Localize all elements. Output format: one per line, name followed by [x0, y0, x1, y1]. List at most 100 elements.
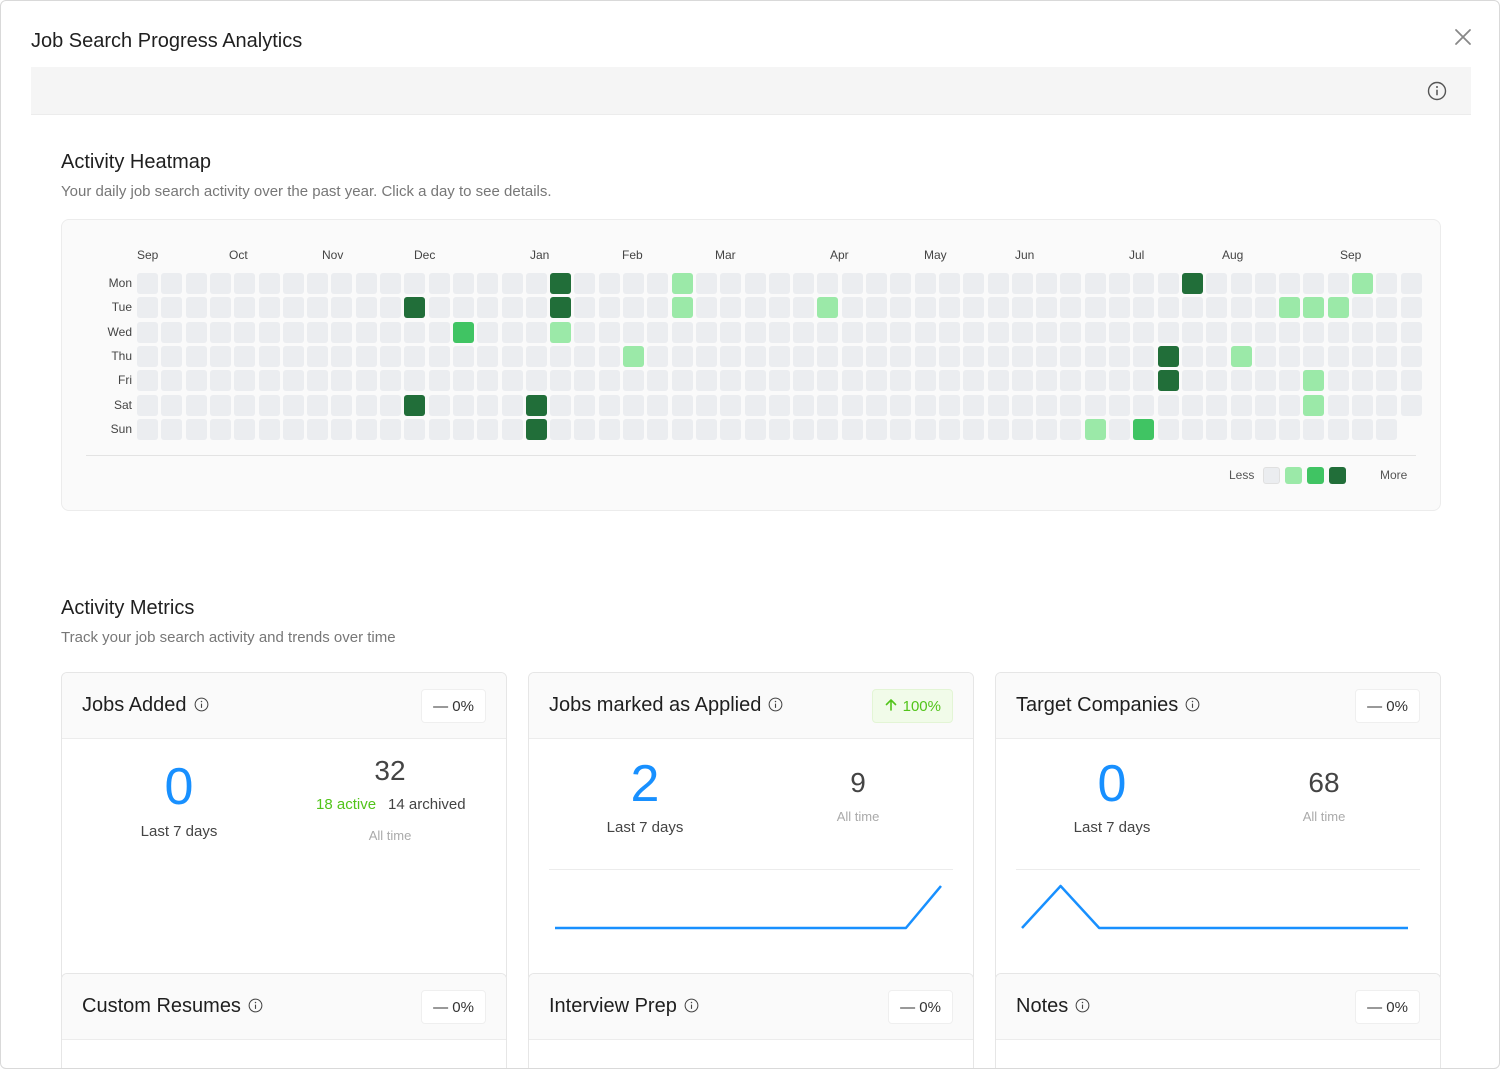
- heatmap-day-cell[interactable]: [550, 418, 572, 440]
- heatmap-day-cell[interactable]: [1327, 418, 1349, 440]
- heatmap-day-cell[interactable]: [720, 345, 742, 367]
- heatmap-day-cell[interactable]: [1279, 394, 1301, 416]
- heatmap-day-cell[interactable]: [768, 370, 790, 392]
- heatmap-day-cell[interactable]: [890, 297, 912, 319]
- heatmap-day-cell[interactable]: [258, 321, 280, 343]
- heatmap-day-cell[interactable]: [1157, 273, 1179, 294]
- heatmap-day-cell[interactable]: [137, 297, 158, 319]
- heatmap-day-cell[interactable]: [1011, 273, 1033, 294]
- heatmap-day-cell[interactable]: [598, 321, 620, 343]
- heatmap-day-cell[interactable]: [890, 345, 912, 367]
- heatmap-day-cell[interactable]: [477, 297, 499, 319]
- heatmap-day-cell[interactable]: [914, 418, 936, 440]
- heatmap-day-cell[interactable]: [1011, 345, 1033, 367]
- heatmap-day-cell[interactable]: [963, 418, 985, 440]
- heatmap-day-cell[interactable]: [841, 297, 863, 319]
- heatmap-day-cell[interactable]: [477, 394, 499, 416]
- heatmap-day-cell[interactable]: [1206, 297, 1228, 319]
- heatmap-day-cell[interactable]: [987, 273, 1009, 294]
- heatmap-day-cell[interactable]: [209, 394, 231, 416]
- heatmap-day-cell[interactable]: [671, 418, 693, 440]
- heatmap-day-cell[interactable]: [380, 345, 401, 367]
- heatmap-day-cell[interactable]: [841, 394, 863, 416]
- heatmap-day-cell[interactable]: [647, 273, 669, 294]
- heatmap-day-cell[interactable]: [1230, 345, 1252, 367]
- heatmap-day-cell[interactable]: [1400, 345, 1422, 367]
- heatmap-day-cell[interactable]: [744, 273, 766, 294]
- heatmap-day-cell[interactable]: [209, 345, 231, 367]
- heatmap-day-cell[interactable]: [1352, 418, 1373, 440]
- heatmap-day-cell[interactable]: [647, 394, 669, 416]
- heatmap-day-cell[interactable]: [1084, 297, 1106, 319]
- heatmap-day-cell[interactable]: [1036, 394, 1058, 416]
- heatmap-day-cell[interactable]: [282, 345, 304, 367]
- heatmap-day-cell[interactable]: [574, 297, 596, 319]
- heatmap-day-cell[interactable]: [866, 418, 887, 440]
- heatmap-day-cell[interactable]: [404, 345, 426, 367]
- heatmap-day-cell[interactable]: [501, 297, 523, 319]
- heatmap-day-cell[interactable]: [404, 418, 426, 440]
- heatmap-day-cell[interactable]: [1084, 345, 1106, 367]
- heatmap-day-cell[interactable]: [938, 321, 960, 343]
- heatmap-day-cell[interactable]: [331, 345, 353, 367]
- heatmap-day-cell[interactable]: [550, 394, 572, 416]
- heatmap-day-cell[interactable]: [1327, 297, 1349, 319]
- heatmap-day-cell[interactable]: [841, 273, 863, 294]
- heatmap-day-cell[interactable]: [1084, 418, 1106, 440]
- heatmap-day-cell[interactable]: [234, 321, 256, 343]
- heatmap-day-cell[interactable]: [1376, 394, 1398, 416]
- heatmap-day-cell[interactable]: [866, 297, 887, 319]
- heatmap-day-cell[interactable]: [161, 321, 183, 343]
- heatmap-day-cell[interactable]: [1181, 297, 1203, 319]
- heatmap-day-cell[interactable]: [963, 273, 985, 294]
- heatmap-day-cell[interactable]: [1011, 297, 1033, 319]
- heatmap-day-cell[interactable]: [720, 321, 742, 343]
- heatmap-day-cell[interactable]: [161, 370, 183, 392]
- heatmap-day-cell[interactable]: [1060, 273, 1082, 294]
- heatmap-day-cell[interactable]: [1133, 394, 1155, 416]
- heatmap-day-cell[interactable]: [793, 345, 815, 367]
- heatmap-day-cell[interactable]: [1157, 321, 1179, 343]
- heatmap-day-cell[interactable]: [258, 297, 280, 319]
- heatmap-day-cell[interactable]: [452, 370, 474, 392]
- heatmap-day-cell[interactable]: [258, 394, 280, 416]
- heatmap-day-cell[interactable]: [501, 273, 523, 294]
- heatmap-day-cell[interactable]: [234, 297, 256, 319]
- heatmap-day-cell[interactable]: [355, 394, 377, 416]
- heatmap-day-cell[interactable]: [1303, 321, 1325, 343]
- heatmap-day-cell[interactable]: [452, 321, 474, 343]
- heatmap-day-cell[interactable]: [1109, 273, 1130, 294]
- heatmap-day-cell[interactable]: [355, 321, 377, 343]
- heatmap-day-cell[interactable]: [598, 273, 620, 294]
- heatmap-day-cell[interactable]: [623, 297, 644, 319]
- heatmap-day-cell[interactable]: [185, 418, 207, 440]
- info-icon[interactable]: [1185, 697, 1200, 712]
- heatmap-day-cell[interactable]: [1060, 321, 1082, 343]
- heatmap-day-cell[interactable]: [623, 345, 644, 367]
- heatmap-day-cell[interactable]: [598, 394, 620, 416]
- heatmap-day-cell[interactable]: [307, 297, 329, 319]
- heatmap-day-cell[interactable]: [1060, 394, 1082, 416]
- heatmap-day-cell[interactable]: [234, 418, 256, 440]
- heatmap-day-cell[interactable]: [817, 345, 839, 367]
- heatmap-day-cell[interactable]: [647, 297, 669, 319]
- heatmap-day-cell[interactable]: [987, 418, 1009, 440]
- heatmap-day-cell[interactable]: [501, 394, 523, 416]
- heatmap-day-cell[interactable]: [1133, 297, 1155, 319]
- heatmap-day-cell[interactable]: [671, 321, 693, 343]
- heatmap-day-cell[interactable]: [1011, 418, 1033, 440]
- heatmap-day-cell[interactable]: [307, 394, 329, 416]
- heatmap-day-cell[interactable]: [209, 273, 231, 294]
- heatmap-day-cell[interactable]: [477, 273, 499, 294]
- heatmap-day-cell[interactable]: [1157, 394, 1179, 416]
- heatmap-day-cell[interactable]: [185, 297, 207, 319]
- heatmap-day-cell[interactable]: [1206, 418, 1228, 440]
- heatmap-day-cell[interactable]: [1279, 345, 1301, 367]
- heatmap-day-cell[interactable]: [866, 321, 887, 343]
- heatmap-day-cell[interactable]: [209, 370, 231, 392]
- heatmap-day-cell[interactable]: [1327, 321, 1349, 343]
- heatmap-day-cell[interactable]: [501, 418, 523, 440]
- heatmap-day-cell[interactable]: [1181, 418, 1203, 440]
- heatmap-day-cell[interactable]: [1376, 370, 1398, 392]
- heatmap-day-cell[interactable]: [1230, 394, 1252, 416]
